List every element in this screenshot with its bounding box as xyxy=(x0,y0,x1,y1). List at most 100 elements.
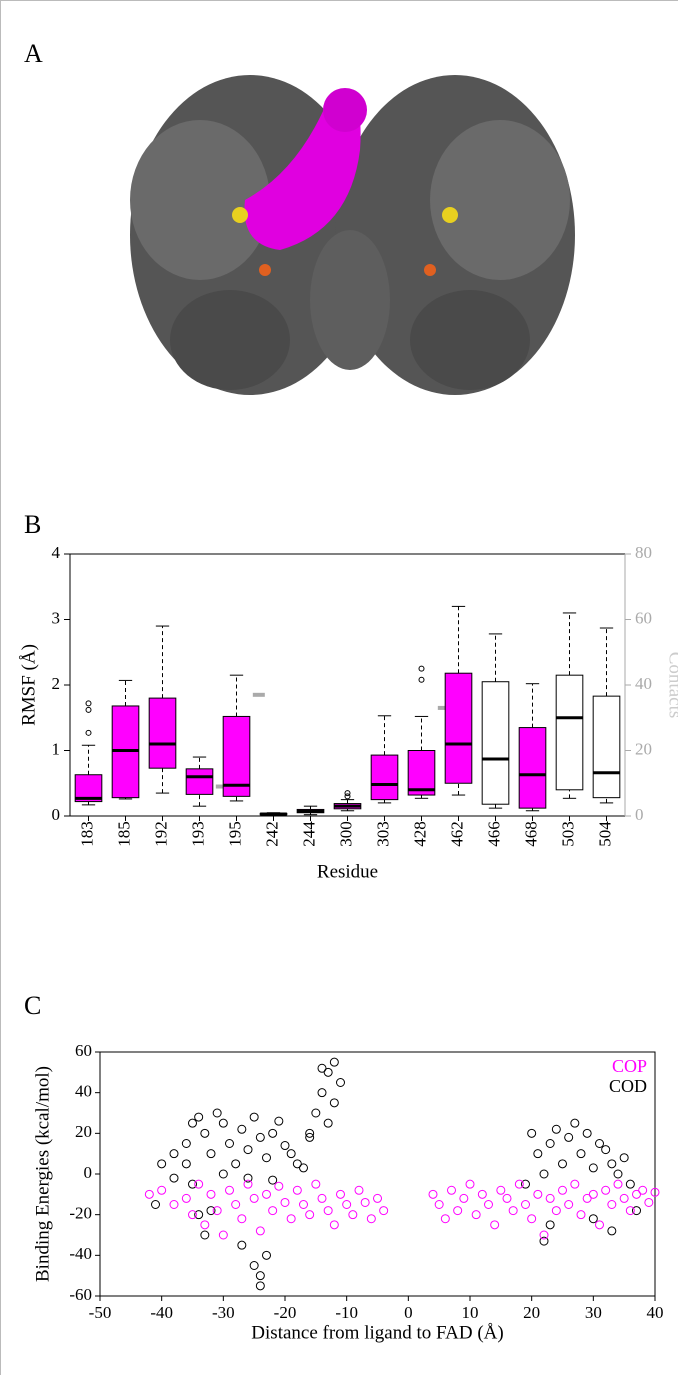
outlier xyxy=(85,700,92,707)
x-tick-label: 503 xyxy=(558,821,577,847)
x-tick-label: 428 xyxy=(410,821,429,847)
point xyxy=(471,1210,481,1220)
point xyxy=(188,1179,197,1189)
point xyxy=(533,1189,543,1199)
y2-tick-label: 80 xyxy=(635,543,652,562)
outlier xyxy=(85,706,92,713)
point xyxy=(311,1108,321,1118)
point xyxy=(428,1189,438,1199)
legend-entry: COP xyxy=(612,1056,647,1076)
point xyxy=(379,1206,389,1216)
y-tick-label: 0 xyxy=(52,805,61,824)
point xyxy=(453,1206,463,1216)
x-tick-label: -40 xyxy=(150,1303,173,1322)
x-tick-label: 30 xyxy=(585,1303,602,1322)
x-tick-label: 504 xyxy=(595,821,614,847)
point xyxy=(613,1179,623,1189)
y2-tick-label: 40 xyxy=(635,674,652,693)
y-tick-label: 0 xyxy=(84,1163,93,1182)
x-tick-label: 192 xyxy=(151,821,170,847)
point xyxy=(255,1226,265,1236)
x-tick-label: 10 xyxy=(462,1303,479,1322)
point xyxy=(206,1189,216,1199)
point xyxy=(576,1149,586,1159)
x-tick-label: 466 xyxy=(484,821,503,847)
point xyxy=(249,1193,259,1203)
box xyxy=(555,674,584,791)
outlier xyxy=(418,665,425,672)
x-tick-label: 20 xyxy=(523,1303,540,1322)
point xyxy=(619,1153,629,1163)
point xyxy=(237,1240,247,1250)
point xyxy=(323,1206,333,1216)
y2-tick-label: 20 xyxy=(635,739,652,758)
point xyxy=(151,1200,160,1209)
x-axis-label: Distance from ligand to FAD (Å) xyxy=(251,1322,503,1343)
point xyxy=(582,1128,592,1138)
point xyxy=(323,1118,333,1128)
x-tick-label: 193 xyxy=(188,821,207,847)
point xyxy=(212,1206,222,1216)
y-tick-label: -40 xyxy=(69,1244,92,1263)
point xyxy=(212,1108,222,1118)
x-tick-label: 468 xyxy=(521,821,540,847)
y2-tick-label: 0 xyxy=(635,805,644,824)
point xyxy=(292,1185,302,1195)
point xyxy=(243,1179,253,1189)
point xyxy=(169,1200,179,1209)
y-tick-label: 2 xyxy=(52,674,61,693)
point xyxy=(194,1179,204,1189)
y-tick-label: -60 xyxy=(69,1285,92,1304)
box xyxy=(407,750,436,796)
panel-label: C xyxy=(24,991,41,1020)
point xyxy=(447,1185,456,1195)
x-tick-label: 244 xyxy=(299,821,318,847)
y-tick-label: 60 xyxy=(75,1041,92,1060)
point xyxy=(317,1063,327,1073)
point xyxy=(243,1173,253,1183)
point xyxy=(508,1206,518,1216)
y-tick-label: -20 xyxy=(69,1204,92,1223)
point xyxy=(311,1179,321,1189)
point xyxy=(317,1088,327,1098)
point xyxy=(200,1128,210,1138)
point xyxy=(588,1189,598,1199)
point xyxy=(564,1200,574,1209)
point xyxy=(366,1214,376,1224)
point xyxy=(570,1118,580,1128)
point xyxy=(354,1185,364,1195)
point xyxy=(280,1141,290,1151)
point xyxy=(459,1193,469,1203)
x-tick-label: -50 xyxy=(89,1303,112,1322)
y2-axis-label: Contacts xyxy=(665,652,678,719)
point xyxy=(231,1159,241,1169)
point xyxy=(650,1187,660,1197)
point xyxy=(558,1159,567,1169)
point xyxy=(157,1159,167,1169)
panel-label: A xyxy=(24,39,43,68)
point xyxy=(169,1149,179,1159)
point xyxy=(255,1281,265,1291)
point xyxy=(200,1220,210,1230)
point xyxy=(329,1220,339,1230)
point xyxy=(274,1181,284,1191)
y-tick-label: 4 xyxy=(52,543,61,562)
point xyxy=(558,1185,567,1195)
point xyxy=(619,1193,629,1203)
point xyxy=(570,1179,580,1189)
point xyxy=(225,1139,234,1148)
y-tick-label: 1 xyxy=(52,739,61,758)
point xyxy=(521,1200,530,1209)
point xyxy=(305,1210,315,1220)
x-tick-label: 0 xyxy=(404,1303,413,1322)
point xyxy=(218,1230,228,1240)
point xyxy=(323,1067,333,1077)
box xyxy=(185,768,214,795)
point xyxy=(262,1250,271,1260)
y-axis-label: RMSF (Å) xyxy=(18,644,39,726)
box xyxy=(592,695,621,799)
point xyxy=(644,1197,654,1207)
legend-entry: COD xyxy=(609,1076,647,1096)
point xyxy=(434,1200,444,1209)
